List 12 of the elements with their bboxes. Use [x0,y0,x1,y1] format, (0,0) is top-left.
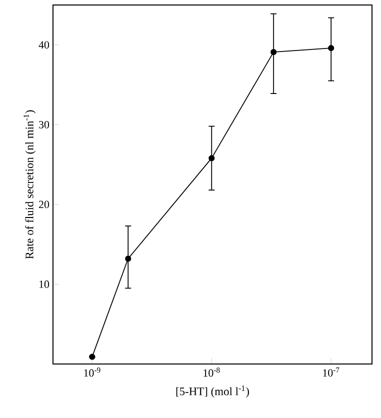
y-tick-label: 10 [39,280,50,288]
y-tick-label: 30 [39,120,50,128]
x-tick-label: 10$^{-8}$ [204,368,220,377]
y-tick-label: 20 [38,200,50,208]
point [89,354,96,360]
x-axis-title: [5-HT] (mol l$^{-1}$) [176,386,249,398]
x-tick-label: 10$^{-7}$ [323,368,340,377]
y-axis-title: Rate of fluid secretion (nl min$^{-1}$) [24,110,36,259]
y-tick-label: 40 [38,41,50,49]
x-tick-label: 10$^{-9}$ [84,368,100,377]
point [328,45,334,52]
point [208,155,215,162]
